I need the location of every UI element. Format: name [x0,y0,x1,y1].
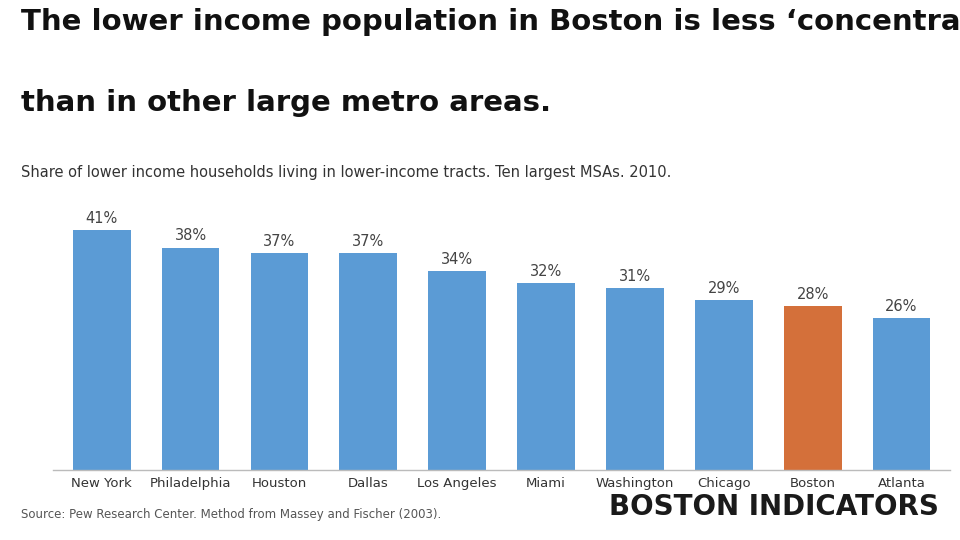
Bar [517,282,575,470]
Text: Source: Pew Research Center. Method from Massey and Fischer (2003).: Source: Pew Research Center. Method from… [21,508,442,521]
Bar [161,247,220,470]
Bar [873,318,930,470]
Text: The lower income population in Boston is less ‘concentrated’: The lower income population in Boston is… [21,8,960,36]
Bar [783,306,842,470]
Text: 28%: 28% [797,287,828,302]
Bar [695,300,753,470]
Text: 26%: 26% [885,299,918,314]
Text: 32%: 32% [530,264,563,279]
Text: than in other large metro areas.: than in other large metro areas. [21,89,551,117]
Bar [340,253,397,470]
Bar [73,230,131,470]
Text: 37%: 37% [263,234,296,249]
Text: BOSTON INDICATORS: BOSTON INDICATORS [609,493,939,521]
Text: 41%: 41% [85,211,118,226]
Bar [251,253,308,470]
Text: 38%: 38% [175,228,206,244]
Bar [428,271,486,470]
Text: 37%: 37% [352,234,384,249]
Text: Share of lower income households living in lower-income tracts. Ten largest MSAs: Share of lower income households living … [21,165,671,180]
Text: 31%: 31% [619,269,651,285]
Text: 34%: 34% [441,252,473,267]
Text: 29%: 29% [708,281,740,296]
Bar [606,288,663,470]
